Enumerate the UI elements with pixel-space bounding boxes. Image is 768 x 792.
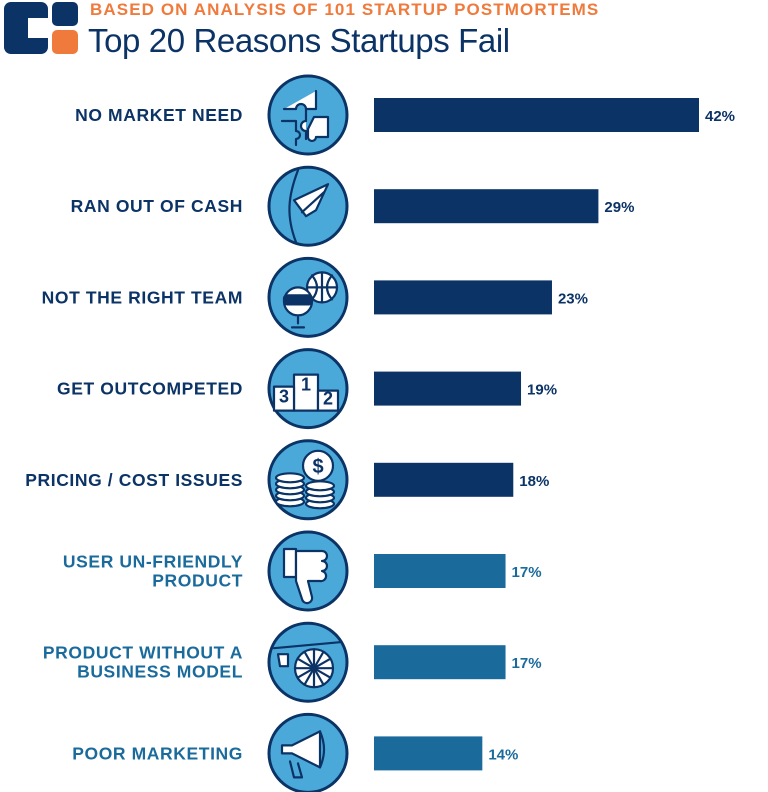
coins-icon: $ [267, 439, 349, 521]
svg-text:1: 1 [301, 375, 311, 395]
empty-pocket-icon [267, 165, 349, 247]
category-label: USER UN-FRIENDLY PRODUCT [63, 552, 243, 591]
bar [374, 554, 506, 588]
bar [374, 736, 483, 771]
logo-icon [4, 2, 78, 54]
chart-title: Top 20 Reasons Startups Fail [88, 22, 510, 59]
podium-icon: 13 2 [267, 348, 349, 430]
value-label: 29% [604, 199, 634, 216]
cart-wheel-icon [267, 621, 349, 703]
svg-text:2: 2 [323, 389, 333, 409]
svg-text:$: $ [312, 456, 323, 478]
category-label: NOT THE RIGHT TEAM [42, 287, 243, 307]
value-label: 18% [519, 473, 549, 490]
megaphone-icon [267, 712, 349, 792]
thumbs-down-icon [267, 530, 349, 612]
svg-text:3: 3 [279, 387, 289, 407]
team-icon [267, 256, 349, 338]
chart-subtitle: BASED ON ANALYSIS OF 101 STARTUP POSTMOR… [90, 0, 600, 19]
value-label: 42% [705, 108, 735, 125]
bar [374, 189, 599, 224]
category-label: GET OUTCOMPETED [57, 379, 243, 399]
value-label: 17% [512, 655, 542, 672]
bar [374, 371, 522, 406]
category-label: NO MARKET NEED [75, 105, 243, 125]
value-label: 14% [488, 746, 518, 763]
bar [374, 645, 506, 680]
category-label: PRICING / COST ISSUES [25, 470, 243, 490]
bar [374, 462, 514, 497]
category-label: POOR MARKETING [72, 743, 243, 763]
category-label: RAN OUT OF CASH [71, 196, 243, 216]
value-label: 23% [558, 290, 588, 307]
value-label: 17% [512, 564, 542, 581]
bar [374, 98, 699, 132]
puzzle-icon [267, 74, 349, 156]
value-label: 19% [527, 382, 557, 399]
bar [374, 280, 552, 315]
category-label: PRODUCT WITHOUT A BUSINESS MODEL [43, 643, 243, 682]
